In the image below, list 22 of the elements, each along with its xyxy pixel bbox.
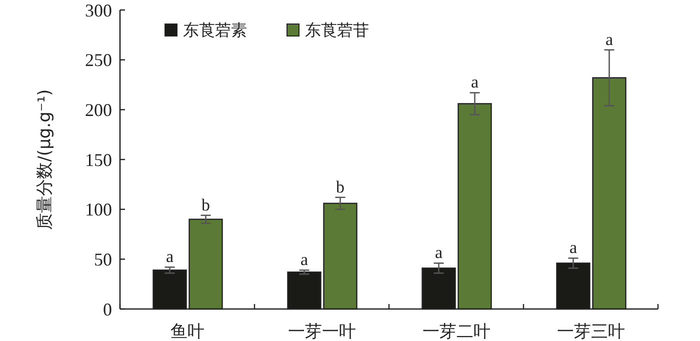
- legend-label: 东莨菪苷: [305, 20, 369, 40]
- data-label: a: [605, 30, 614, 49]
- y-tick-label: 150: [85, 150, 112, 170]
- y-tick-label: 0: [103, 299, 112, 320]
- x-tick-label: 一芽三叶: [556, 322, 625, 341]
- y-tick-label: 100: [85, 200, 112, 220]
- legend-label: 东莨菪素: [183, 20, 247, 40]
- y-tick-label: 300: [85, 0, 112, 20]
- y-tick-label: 50: [94, 249, 112, 270]
- data-label: a: [300, 250, 308, 270]
- data-label: a: [434, 243, 443, 262]
- x-tick-label: 一芽一叶: [288, 322, 356, 341]
- y-tick-label: 200: [85, 100, 112, 120]
- data-label: b: [336, 177, 344, 196]
- y-axis-title: 质量分数/(μg.g⁻¹): [35, 89, 55, 230]
- data-label: a: [569, 238, 578, 258]
- data-label: a: [470, 72, 479, 92]
- data-label: a: [166, 247, 174, 266]
- data-label: b: [202, 195, 210, 214]
- x-tick-label: 一芽二叶: [422, 322, 490, 341]
- x-tick-label: 鱼叶: [170, 322, 204, 341]
- y-tick-label: 250: [85, 50, 112, 70]
